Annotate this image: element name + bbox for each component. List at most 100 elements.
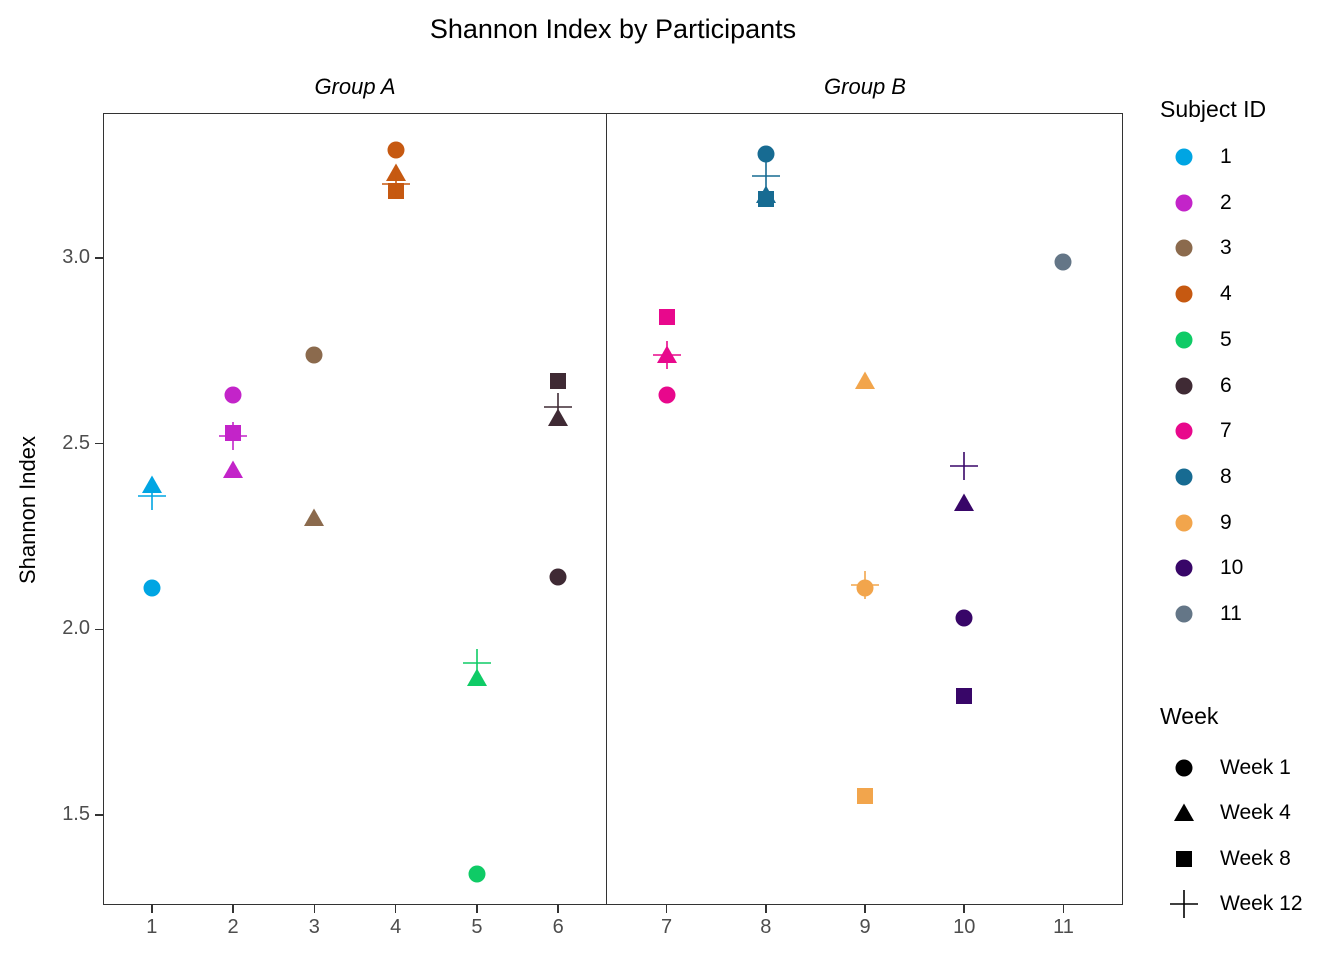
y-tick-mark <box>95 257 103 259</box>
data-point <box>380 175 412 207</box>
x-tick-label: 5 <box>471 916 483 938</box>
legend-swatch-circle-icon <box>1168 598 1200 630</box>
legend-subject-item: 3 <box>1168 232 1328 264</box>
triangle-marker-icon <box>304 508 325 526</box>
x-tick-label: 3 <box>308 916 320 938</box>
data-point <box>298 339 330 371</box>
x-tick-label: 2 <box>227 916 239 938</box>
facet-label-group-a: Group A <box>314 74 396 99</box>
x-tick-mark <box>1062 905 1065 913</box>
circle-marker-icon <box>305 346 323 364</box>
data-point <box>542 365 574 397</box>
circle-marker-icon <box>1054 253 1072 271</box>
data-point <box>380 157 412 189</box>
circle-marker-icon <box>1175 285 1193 303</box>
data-point <box>948 602 980 634</box>
data-point <box>461 662 493 694</box>
x-tick-label: 11 <box>1053 916 1074 938</box>
legend-week-label: Week 8 <box>1220 846 1291 870</box>
legend-swatch-plus-icon <box>1168 888 1200 920</box>
data-point <box>542 402 574 434</box>
legend-week-item: Week 4 <box>1168 797 1344 829</box>
x-tick-label: 8 <box>760 916 772 938</box>
data-point <box>542 561 574 593</box>
legend-subject-item: 2 <box>1168 187 1328 219</box>
x-tick-mark <box>313 905 316 913</box>
circle-marker-icon <box>1175 148 1193 166</box>
legend-subject-item: 7 <box>1168 415 1328 447</box>
circle-marker-icon <box>1175 194 1193 212</box>
triangle-marker-icon <box>548 408 569 426</box>
triangle-marker-icon <box>755 185 776 203</box>
square-marker-icon <box>956 688 973 705</box>
legend-subject-label: 3 <box>1220 236 1232 260</box>
x-tick-mark <box>864 905 866 913</box>
legend-week-label: Week 12 <box>1220 892 1303 916</box>
legend-subject-label: 2 <box>1220 190 1232 214</box>
legend-subject-label: 5 <box>1220 327 1232 351</box>
circle-marker-icon <box>1175 759 1193 777</box>
legend-swatch-circle-icon <box>1168 752 1200 784</box>
square-marker-icon <box>550 372 567 389</box>
circle-marker-icon <box>955 609 973 627</box>
legend-subject-item: 8 <box>1168 461 1328 493</box>
legend-subject-item: 5 <box>1168 324 1328 356</box>
circle-marker-icon <box>856 579 874 597</box>
data-point <box>750 183 782 215</box>
y-tick-label: 3.0 <box>62 246 90 269</box>
circle-marker-icon <box>1175 422 1193 440</box>
circle-marker-icon <box>1175 239 1193 257</box>
data-point <box>217 420 249 452</box>
legend-swatch-circle-icon <box>1168 415 1200 447</box>
data-point <box>1047 246 1079 278</box>
data-point <box>849 569 881 601</box>
square-marker-icon <box>1176 850 1192 867</box>
circle-marker-icon <box>143 579 161 597</box>
plus-marker-icon <box>137 481 166 510</box>
plus-marker-icon <box>950 451 979 480</box>
legend-subject-label: 8 <box>1220 464 1232 488</box>
y-tick-mark <box>95 442 103 445</box>
legend-week-item: Week 8 <box>1168 843 1344 875</box>
plus-marker-icon <box>462 648 491 677</box>
triangle-marker-icon <box>656 345 677 363</box>
data-point <box>461 858 493 890</box>
data-point <box>849 365 881 397</box>
x-tick-mark <box>765 905 767 913</box>
x-tick-label: 1 <box>146 916 158 938</box>
data-point <box>948 450 980 482</box>
data-point <box>651 301 683 333</box>
legend-subject-label: 9 <box>1220 510 1232 534</box>
data-point <box>380 134 412 166</box>
legend-swatch-circle-icon <box>1168 552 1200 584</box>
circle-marker-icon <box>1175 377 1193 394</box>
data-point <box>750 160 782 192</box>
triangle-marker-icon <box>466 668 487 686</box>
legend-subject-item: 4 <box>1168 278 1328 310</box>
circle-marker-icon <box>1175 331 1193 349</box>
y-tick-label: 2.5 <box>62 431 90 454</box>
y-tick-mark <box>95 628 103 631</box>
data-point <box>217 417 249 449</box>
triangle-marker-icon <box>385 163 406 181</box>
plus-marker-icon <box>652 340 681 369</box>
x-tick-label: 4 <box>390 916 402 938</box>
circle-marker-icon <box>387 141 405 159</box>
x-tick-mark <box>665 905 668 913</box>
triangle-marker-icon <box>223 460 244 478</box>
plot-title: Shannon Index by Participants <box>429 14 797 44</box>
triangle-marker-icon <box>1174 803 1194 822</box>
square-marker-icon <box>757 190 774 207</box>
legend-subject-label: 11 <box>1220 602 1242 625</box>
data-point <box>136 480 168 512</box>
circle-marker-icon <box>1175 559 1193 577</box>
legend-week-item: Week 12 <box>1168 888 1344 920</box>
legend-swatch-circle-icon <box>1168 507 1200 539</box>
plus-marker-icon <box>544 392 573 421</box>
y-tick-label: 1.5 <box>62 803 90 826</box>
legend-swatch-circle-icon <box>1168 461 1200 493</box>
triangle-marker-icon <box>855 371 875 389</box>
data-point <box>217 454 249 486</box>
legend-subject-label: 1 <box>1220 145 1232 168</box>
